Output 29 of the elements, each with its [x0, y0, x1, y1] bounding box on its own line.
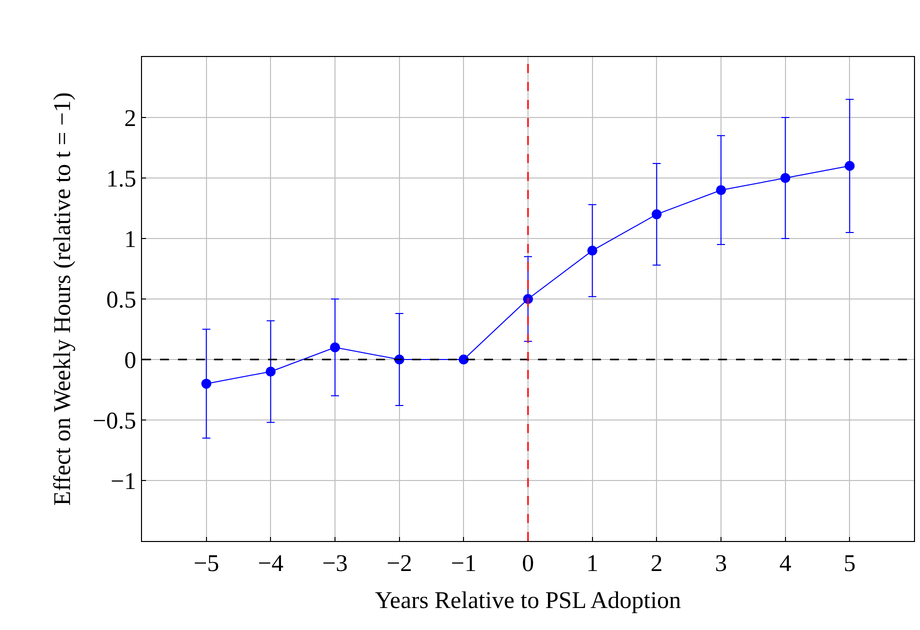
point	[458, 354, 469, 364]
point	[844, 160, 855, 171]
y-tick-label: −0.5	[92, 408, 136, 434]
y-tick-label: 0.5	[106, 287, 136, 314]
y-tick-label: −1	[110, 468, 136, 495]
x-axis-title: Years Relative to PSL Adoption	[374, 588, 682, 614]
point	[266, 366, 276, 377]
point	[780, 173, 790, 183]
x-tick-label: 0	[522, 550, 534, 577]
x-tick-label: −2	[386, 550, 412, 577]
point	[716, 185, 726, 196]
point	[201, 378, 212, 389]
x-tick-label: 4	[779, 550, 792, 577]
x-tick-label: −3	[322, 550, 348, 577]
x-tick-label: −5	[194, 550, 220, 577]
y-axis-title: Effect on Weekly Hours (relative to t = −1)	[50, 92, 76, 506]
x-tick-label: 2	[650, 550, 663, 577]
x-tick-label: 3	[715, 550, 727, 577]
point	[330, 342, 340, 352]
x-tick-label: −1	[450, 550, 476, 577]
x-tick-label: −4	[258, 550, 284, 577]
x-tick-label: 1	[586, 550, 598, 577]
y-tick-label: 0	[124, 348, 136, 374]
point	[652, 209, 662, 220]
y-tick-label: 1.5	[106, 166, 136, 192]
point	[587, 246, 598, 256]
y-tick-label: 2	[124, 106, 136, 132]
x-tick-label: 5	[844, 550, 856, 577]
y-tick-label: 1	[124, 226, 136, 253]
